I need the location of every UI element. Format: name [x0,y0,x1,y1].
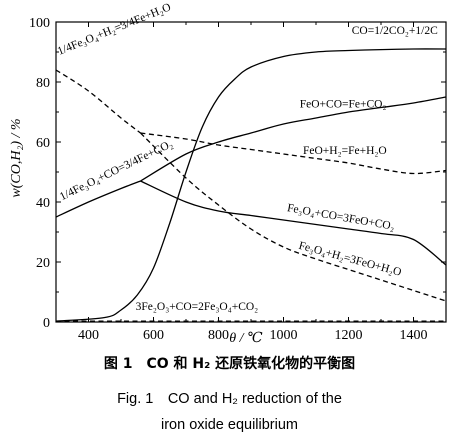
axis-ticks: 400 600 800 1000 1200 1400 0 20 40 60 80 100 [29,16,447,343]
y-tick-label: 20 [36,256,50,271]
series-line-2 [140,96,447,182]
curve-label-3: FeO+CO=Fe+CO₂ [300,99,387,111]
x-tick-label: 800 [208,328,229,343]
curve-label-7: Fe₃O₄+H₂=3FeO+H₂O [297,240,402,279]
curve-label-5: FeO+H₂=Fe+H₂O [303,145,387,157]
x-axis-title: θ / ℃ [229,331,263,345]
curve-label-8: 3Fe₂O₃+CO=2Fe₃O₄+CO₂ [136,301,259,313]
y-tick-label: 60 [36,136,50,151]
x-tick-label: 600 [143,328,164,343]
figure-caption-english-line2: iron oxide equilibrium [160,417,298,433]
curve-labels: CO=1/2CO₂+1/2C 1/4Fe₃O₄+H₂=3/4Fe+H₂O FeO+C… [56,1,438,313]
series-line-1 [55,48,447,322]
y-tick-label: 100 [29,16,50,31]
series-lines [55,48,447,322]
y-axis-title: w(CO,H₂) / % [9,118,24,197]
chart: 400 600 800 1000 1200 1400 0 20 40 60 80 100 CO=1/2… [9,1,447,345]
series-line-6 [140,132,447,175]
series-line-5 [55,69,141,134]
y-tick-label: 40 [36,196,50,211]
figure-caption-chinese: 图 1 CO 和 H₂ 还原铁氧化物的平衡图 [103,356,356,372]
x-tick-label: 1200 [335,328,363,343]
series-line-7 [140,132,447,302]
y-tick-label: 0 [43,316,50,331]
x-tick-label: 1000 [270,328,298,343]
series-line-3 [55,180,141,218]
curve-label-1: CO=1/2CO₂+1/2C [352,25,438,37]
x-tick-label: 1400 [400,328,428,343]
x-tick-label: 400 [78,328,99,343]
curve-label-2: 1/4Fe₃O₄+H₂=3/4Fe+H₂O [56,1,173,57]
series-line-4 [140,180,447,266]
y-tick-label: 80 [36,76,50,91]
figure-caption-english-line1: Fig. 1 CO and H₂ reduction of the [117,391,342,407]
